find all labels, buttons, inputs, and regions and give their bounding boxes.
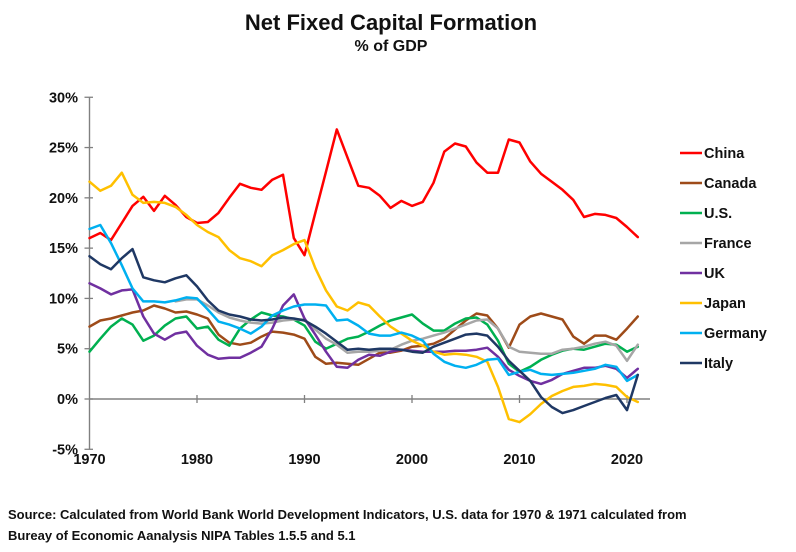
x-tick-label-1990: 1990 [288,452,320,468]
series-line-uk [88,282,640,386]
source-note-line2: Bureay of Economic Aanalysis NIPA Tables… [8,528,356,543]
series-line-us [88,311,640,374]
x-tick-label-1980: 1980 [181,452,213,468]
series-line-canada [88,304,640,367]
chart-subtitle: % of GDP [354,38,428,55]
legend-item-china: China [680,146,745,162]
legend-item-uk: UK [680,266,725,282]
legend-label-germany: Germany [704,326,767,342]
y-tick-label-15: 15% [49,241,78,257]
legend-item-italy: Italy [680,356,733,372]
y-tick-label-30: 30% [49,90,78,106]
legend-label-uk: UK [704,266,725,282]
legend-label-france: France [704,236,752,252]
legend-label-italy: Italy [704,356,733,372]
y-tick-label--5: -5% [52,442,78,458]
y-tick-label-5: 5% [57,342,78,358]
y-tick-label-0: 0% [57,392,78,408]
series-line-italy [88,247,640,415]
x-tick-label-2000: 2000 [396,452,428,468]
legend-label-china: China [704,146,745,162]
y-tick-label-10: 10% [49,291,78,307]
y-tick-label-25: 25% [49,141,78,157]
series-line-japan [88,171,640,424]
legend-item-canada: Canada [680,176,757,192]
series-line-germany [88,223,640,383]
x-tick-label-2010: 2010 [503,452,535,468]
legend-label-japan: Japan [704,296,746,312]
legend-item-germany: Germany [680,326,767,342]
y-tick-label-20: 20% [49,191,78,207]
chart-title: Net Fixed Capital Formation [244,10,538,35]
line-chart: 30% 25% 20% 15% 10% 5% 0% -5%1970 1980 1990 2000 20… [49,90,767,468]
x-tick-label-1970: 1970 [73,452,105,468]
legend-label-us: U.S. [704,206,732,222]
x-tick-label-2020: 2020 [611,452,643,468]
legend-item-japan: Japan [680,296,746,312]
source-note-line1: Source: Calculated from World Bank World… [8,507,687,522]
legend-item-us: U.S. [680,206,732,222]
legend-item-france: France [680,236,752,252]
legend-label-canada: Canada [704,176,757,192]
series-line-china [88,128,640,257]
series-line-france [174,298,640,363]
